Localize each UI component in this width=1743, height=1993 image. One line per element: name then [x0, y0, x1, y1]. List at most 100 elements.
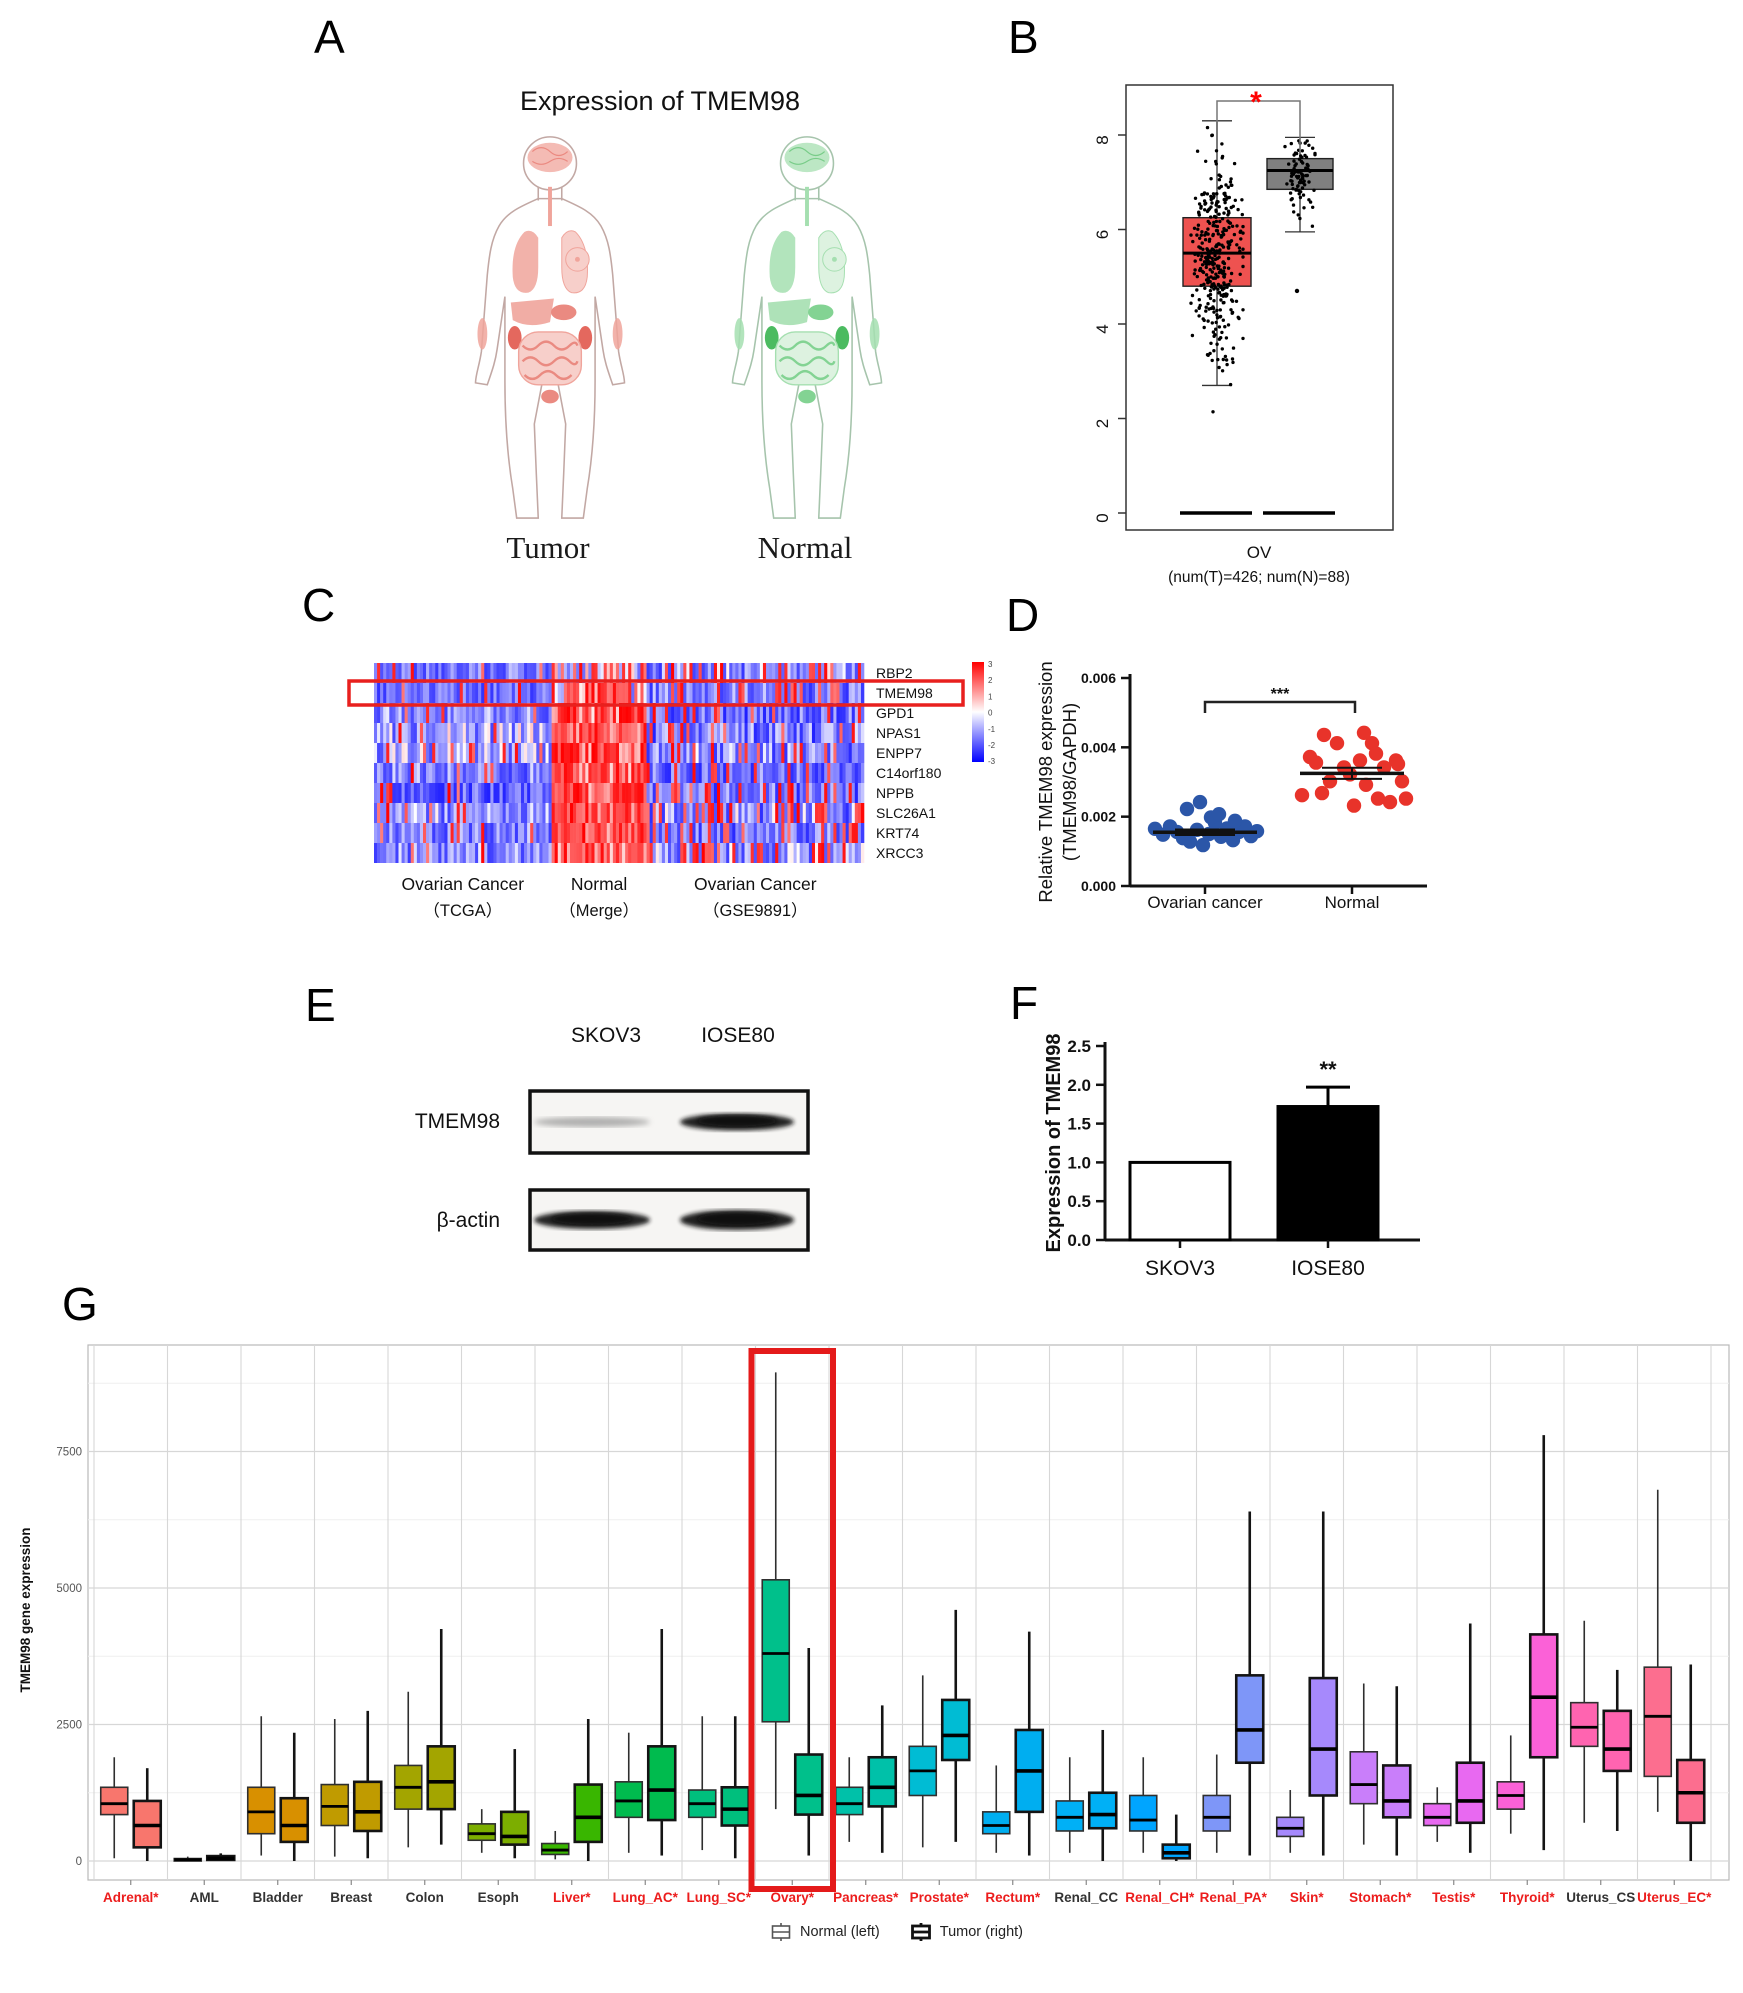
normal-body-illustration [709, 130, 905, 522]
svg-text:NPPB: NPPB [876, 785, 914, 801]
svg-text:0: 0 [988, 709, 993, 718]
normal-boxplot-icon [771, 1923, 791, 1941]
svg-text:0: 0 [76, 1856, 82, 1868]
panel-g-letter: G [62, 1278, 98, 1330]
svg-text:ENPP7: ENPP7 [876, 745, 922, 761]
svg-text:4: 4 [1093, 324, 1112, 333]
svg-text:Lung_SC*: Lung_SC* [686, 1890, 751, 1905]
panel-b-letter: B [1008, 11, 1039, 63]
svg-text:Renal_CH*: Renal_CH* [1125, 1890, 1195, 1905]
svg-text:Stomach*: Stomach* [1349, 1890, 1412, 1905]
panel-f-bar-chart: 0.0 0.5 1.0 1.5 2.0 2.5 Expression of TMEM98 SK… [1043, 1034, 1420, 1280]
svg-text:2.5: 2.5 [1067, 1037, 1091, 1056]
svg-text:Ovarian cancer: Ovarian cancer [1147, 893, 1263, 912]
svg-text:Uterus_CS: Uterus_CS [1566, 1890, 1635, 1905]
svg-text:AML: AML [190, 1890, 219, 1905]
svg-text:（GSE9891）: （GSE9891） [703, 901, 808, 920]
svg-text:Ovary*: Ovary* [770, 1890, 814, 1905]
panel-d-letter: D [1006, 589, 1040, 641]
svg-text:(TMEM98/GAPDH): (TMEM98/GAPDH) [1059, 703, 1080, 861]
blot-row-label-tmem98: TMEM98 [414, 1110, 500, 1133]
svg-text:Breast: Breast [330, 1890, 373, 1905]
svg-text:8: 8 [1093, 135, 1112, 144]
panel-c-heatmap: RBP2 TMEM98 GPD1 NPAS1 ENPP7 C14orf180 NPPB SLC… [0, 0, 1100, 960]
svg-text:IOSE80: IOSE80 [1291, 1257, 1365, 1280]
svg-text:0.000: 0.000 [1081, 878, 1116, 894]
svg-text:C14orf180: C14orf180 [876, 765, 942, 781]
svg-text:0: 0 [1093, 513, 1112, 522]
svg-text:Rectum*: Rectum* [985, 1890, 1041, 1905]
svg-text:0.5: 0.5 [1067, 1192, 1091, 1211]
svg-text:-1: -1 [988, 725, 996, 734]
svg-text:Renal_CC: Renal_CC [1054, 1890, 1118, 1905]
svg-text:-2: -2 [988, 741, 996, 750]
normal-body-label: Normal [757, 530, 853, 565]
svg-text:RBP2: RBP2 [876, 665, 913, 681]
svg-text:Pancreas*: Pancreas* [833, 1890, 899, 1905]
svg-text:Bladder: Bladder [253, 1890, 304, 1905]
svg-text:TMEM98: TMEM98 [876, 685, 933, 701]
svg-text:2.0: 2.0 [1067, 1076, 1091, 1095]
svg-text:Ovarian Cancer: Ovarian Cancer [402, 874, 525, 894]
svg-text:0.0: 0.0 [1067, 1231, 1091, 1250]
svg-text:Uterus_EC*: Uterus_EC* [1637, 1890, 1712, 1905]
svg-text:Relative TMEM98 expression: Relative TMEM98 expression [1035, 661, 1056, 902]
svg-text:（TCGA）: （TCGA） [423, 901, 502, 920]
svg-text:Ovarian Cancer: Ovarian Cancer [694, 874, 817, 894]
svg-text:1: 1 [988, 692, 993, 701]
svg-text:Prostate*: Prostate* [910, 1890, 970, 1905]
svg-text:(num(T)=426; num(N)=88): (num(T)=426; num(N)=88) [1168, 569, 1350, 586]
panel-g-legend: Normal (left) Tumor (right) [770, 1922, 1023, 1942]
svg-text:SLC26A1: SLC26A1 [876, 805, 936, 821]
svg-text:OV: OV [1247, 543, 1272, 562]
svg-text:0.002: 0.002 [1081, 809, 1116, 825]
svg-text:Liver*: Liver* [553, 1890, 591, 1905]
svg-text:Normal: Normal [1325, 893, 1380, 912]
svg-text:0.006: 0.006 [1081, 670, 1116, 686]
svg-text:Renal_PA*: Renal_PA* [1200, 1890, 1268, 1905]
legend-tumor-label: Tumor (right) [939, 1924, 1024, 1940]
tumor-body-illustration [452, 130, 648, 522]
svg-text:***: *** [1271, 686, 1290, 703]
svg-text:-3: -3 [988, 757, 996, 766]
svg-text:1.0: 1.0 [1067, 1153, 1091, 1172]
svg-text:Skin*: Skin* [1290, 1890, 1325, 1905]
tumor-boxplot-icon [910, 1923, 931, 1941]
svg-text:7500: 7500 [56, 1447, 82, 1459]
svg-text:2500: 2500 [56, 1720, 82, 1732]
tumor-body-label: Tumor [506, 530, 590, 565]
svg-text:Colon: Colon [406, 1890, 444, 1905]
svg-text:1.5: 1.5 [1067, 1115, 1091, 1134]
svg-text:0.004: 0.004 [1081, 739, 1116, 755]
blot-row-label-actin: β-actin [436, 1209, 500, 1232]
svg-text:GPD1: GPD1 [876, 705, 914, 721]
legend-normal-label: Normal (left) [800, 1924, 880, 1940]
svg-text:6: 6 [1093, 230, 1112, 239]
svg-text:TMEM98 gene expression: TMEM98 gene expression [18, 1527, 33, 1692]
panel-f-letter: F [1010, 977, 1039, 1029]
svg-text:Normal: Normal [571, 874, 627, 894]
svg-text:*: * [1250, 86, 1262, 119]
svg-text:Esoph: Esoph [478, 1890, 519, 1905]
panel-e-western-blot [0, 0, 1000, 1300]
svg-text:Lung_AC*: Lung_AC* [613, 1890, 679, 1905]
svg-text:3: 3 [988, 660, 993, 669]
svg-text:（Merge）: （Merge） [559, 901, 639, 920]
svg-text:2: 2 [988, 676, 993, 685]
svg-text:NPAS1: NPAS1 [876, 725, 921, 741]
svg-text:Adrenal*: Adrenal* [103, 1890, 159, 1905]
svg-text:5000: 5000 [56, 1583, 82, 1595]
panel-e-letter: E [305, 979, 336, 1031]
svg-text:2: 2 [1093, 419, 1112, 428]
svg-text:SKOV3: SKOV3 [1145, 1257, 1215, 1280]
panel-d-scatter: 0.000 0.002 0.004 0.006 Relative TMEM98 expr… [0, 0, 1500, 960]
svg-text:**: ** [1319, 1057, 1337, 1082]
svg-text:Testis*: Testis* [1432, 1890, 1476, 1905]
svg-text:Expression of TMEM98: Expression of TMEM98 [1043, 1034, 1065, 1253]
lane-label-iose80: IOSE80 [701, 1024, 775, 1047]
lane-label-skov3: SKOV3 [570, 1024, 642, 1047]
panel-c-letter: C [302, 579, 336, 631]
svg-text:KRT74: KRT74 [876, 825, 920, 841]
